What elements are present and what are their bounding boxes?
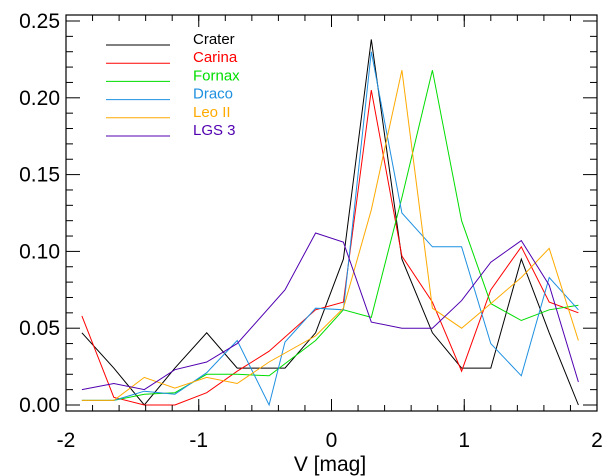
series-line-crater <box>81 39 579 406</box>
axis-ticks: -2 -1 0 1 2 0.00 0.05 0.10 0.15 0.20 0.25 <box>19 10 603 452</box>
legend-label: Draco <box>193 86 233 103</box>
legend-label: Carina <box>193 49 238 66</box>
legend-label: Fornax <box>193 67 240 84</box>
series-lines <box>81 39 579 407</box>
y-tick-label: 0.20 <box>19 87 60 110</box>
plot-frame <box>65 14 598 412</box>
y-tick-label: 0.05 <box>19 317 60 340</box>
x-axis-label: V [mag] <box>294 453 366 476</box>
legend-label: LGS 3 <box>193 122 236 139</box>
series-line-lgs-3 <box>81 232 579 391</box>
series-line-carina <box>81 90 579 406</box>
y-tick-label: 0.00 <box>19 394 60 417</box>
legend-label: Crater <box>193 31 235 48</box>
x-tick-label: -1 <box>189 429 208 452</box>
x-tick-label: 0 <box>326 429 338 452</box>
plot-border <box>65 14 598 412</box>
series-line-draco <box>81 51 579 407</box>
series-line-fornax <box>81 70 579 401</box>
y-tick-label: 0.10 <box>19 240 60 263</box>
series-line-leo-ii <box>81 70 579 401</box>
x-tick-label: 2 <box>591 429 603 452</box>
legend-label: Leo II <box>193 104 231 121</box>
x-tick-label: 1 <box>458 429 470 452</box>
y-tick-label: 0.15 <box>19 164 60 187</box>
x-tick-label: -2 <box>57 429 76 452</box>
y-tick-label: 0.25 <box>19 10 60 33</box>
